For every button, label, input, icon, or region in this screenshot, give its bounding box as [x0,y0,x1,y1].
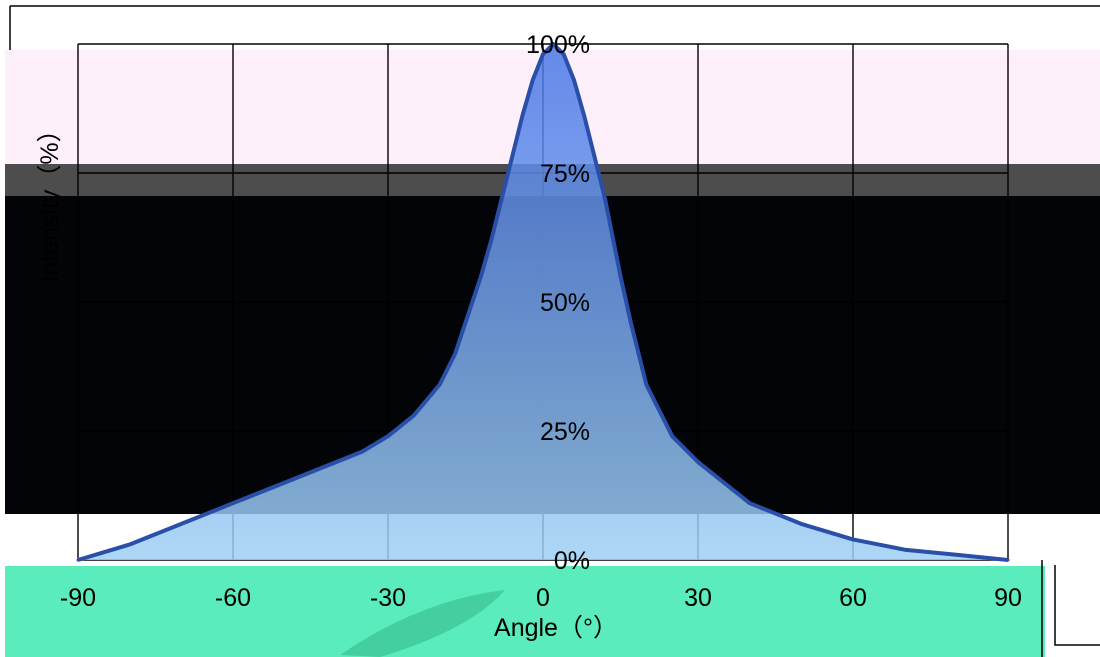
x-tick-label-0: -90 [60,584,96,612]
x-axis-label: Angle（°） [494,614,618,642]
data-point-10 [453,352,457,356]
data-point-25 [619,274,622,278]
data-point-21 [572,78,576,82]
y-axis-label: Intensity（%） [36,117,64,282]
x-tick-label-6: 90 [994,584,1022,612]
data-point-31 [748,501,752,505]
x-tick-label-4: 30 [684,584,712,612]
data-point-29 [696,460,700,464]
data-point-2 [179,522,183,526]
data-point-7 [386,434,390,438]
data-point-15 [510,156,514,160]
data-point-9 [438,383,442,387]
data-point-35 [954,553,958,557]
data-point-1 [128,543,132,547]
data-point-11 [464,321,467,325]
data-point-26 [629,321,633,325]
frame [9,5,1100,657]
background-bands [5,50,1100,657]
data-point-12 [479,274,483,278]
series-area-fill [78,44,1008,560]
data-point-33 [851,537,855,541]
band-green [5,566,1045,657]
data-point-28 [670,434,674,438]
y-tick-label-3: 75% [540,160,590,188]
y-tick-label-2: 50% [540,289,590,317]
data-point-16 [520,114,524,118]
x-tick-labels: -90 -60 -30 0 30 60 90 [60,584,1022,612]
y-tick-label-1: 25% [540,418,590,446]
x-tick-label-5: 60 [839,584,867,612]
y-tick-labels: 0% 25% 50% 75% 100% [526,31,590,575]
data-point-4 [283,481,287,485]
data-point-6 [360,450,364,454]
x-tick-label-2: -30 [370,584,406,612]
data-point-3 [231,501,235,505]
x-tick-label-3: 0 [536,584,550,612]
data-point-23 [593,156,597,160]
data-point-13 [489,238,493,242]
data-point-20 [562,52,566,56]
series-line [76,42,1010,562]
data-point-5 [334,460,338,464]
data-point-8 [412,414,416,418]
data-point-36 [1006,558,1010,562]
data-point-17 [531,78,535,82]
data-point-14 [500,197,504,201]
data-point-22 [582,114,586,118]
y-tick-label-0: 0% [554,547,590,575]
data-point-34 [903,548,907,552]
green-swoosh [340,590,505,657]
data-point-24 [603,197,607,201]
series-area [78,44,1008,560]
data-point-19 [551,42,555,46]
data-point-32 [799,522,803,526]
data-point-30 [722,481,726,485]
data-point-18 [541,52,545,56]
data-point-0 [76,558,80,562]
x-tick-label-1: -60 [215,584,251,612]
y-tick-label-4: 100% [526,31,590,59]
data-point-27 [644,383,648,387]
